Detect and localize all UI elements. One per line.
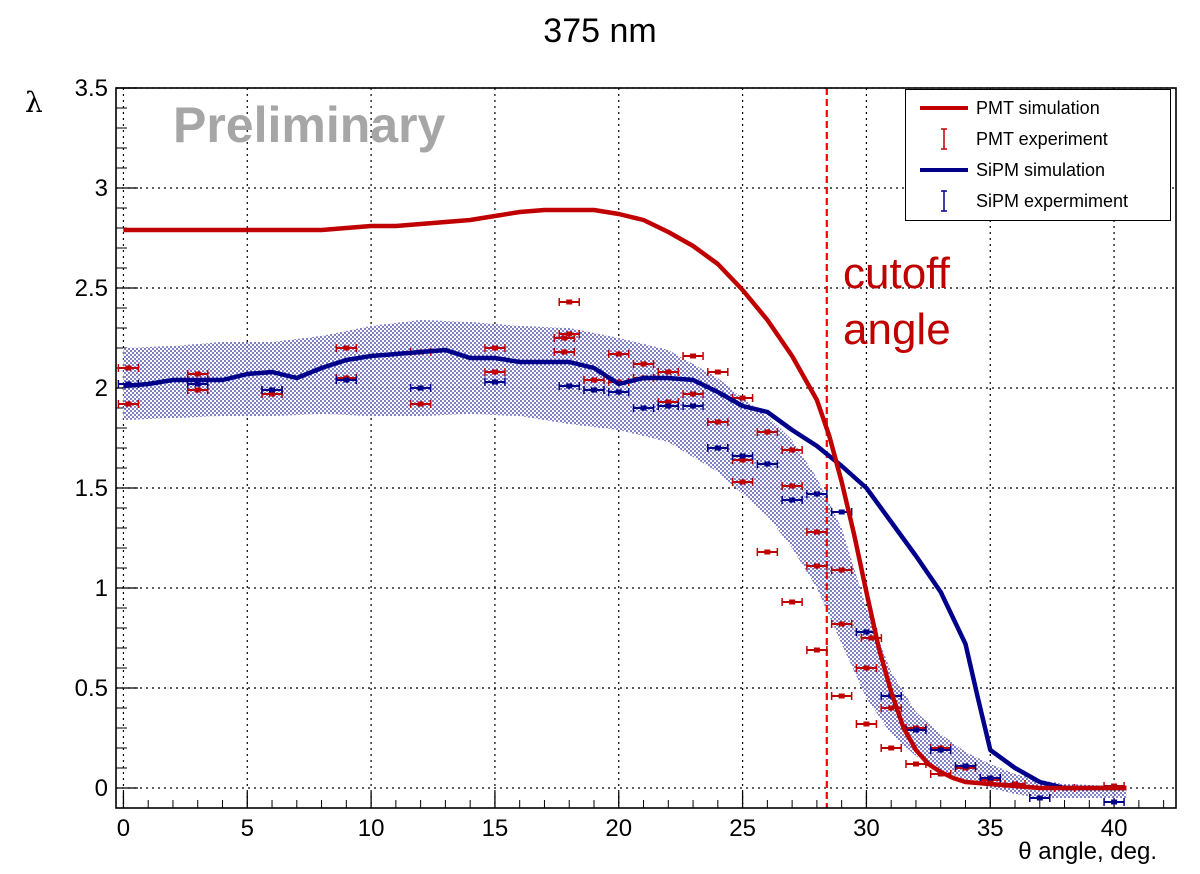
sipm-experiment-point (806, 490, 828, 498)
pmt-simulation-line (123, 207, 1127, 791)
legend-label-sipm-simulation: SiPM simulation (976, 160, 1106, 180)
legend-key-sipm-simulation (920, 168, 968, 172)
pmt-experiment-point (830, 692, 853, 700)
cutoff-angle-annotation: cutoff angle (843, 246, 951, 358)
legend-entry-pmt-simulation: PMT simulation (906, 94, 1170, 122)
cutoff-annotation-line-1: cutoff (843, 249, 950, 298)
cutoff-annotation-line-2: angle (843, 305, 951, 354)
pmt-experiment-point (855, 720, 878, 728)
legend-label-pmt-experiment: PMT experiment (976, 129, 1108, 149)
sipm-experiment-point (657, 402, 680, 410)
sipm-simulation-band (123, 320, 1127, 798)
sipm-experiment-point (682, 402, 704, 410)
chart-title: 375 nm (543, 12, 657, 50)
pmt-experiment-point (335, 344, 358, 352)
pmt-experiment-point (553, 334, 576, 342)
legend-key-pmt-simulation (920, 106, 968, 110)
x-tick-label: 15 (482, 815, 509, 842)
legend-entry-sipm-experiment: SiPM expermiment (906, 187, 1170, 215)
pmt-experiment-point (880, 744, 902, 752)
y-tick-label: 3 (95, 175, 108, 202)
x-tick-label: 20 (605, 815, 632, 842)
pmt-experiment-point (756, 428, 779, 436)
sipm-experiment-point (583, 386, 605, 394)
x-tick-label: 30 (853, 815, 880, 842)
pmt-experiment-point (682, 352, 704, 360)
pmt-experiment-point (830, 566, 853, 574)
pmt-experiment-point (608, 350, 630, 358)
legend-key-sipm-experiment (941, 190, 947, 212)
pmt-experiment-point (756, 548, 779, 556)
y-tick-label: 0.5 (75, 675, 108, 702)
pmt-experiment-point (781, 446, 803, 454)
pmt-experiment-point (583, 376, 605, 384)
sipm-experiment-point (979, 774, 1002, 782)
sipm-experiment-point (756, 460, 779, 468)
legend: PMT simulation PMT experiment SiPM simul… (905, 89, 1171, 221)
pmt-experiment-point (657, 368, 680, 376)
sipm-experiment-point (929, 746, 952, 754)
pmt-experiment-point (806, 528, 828, 536)
pmt-experiment-point (632, 360, 655, 368)
sipm-experiment-point (781, 496, 803, 504)
plot-frame (115, 87, 1177, 809)
sipm-experiment-point (954, 762, 977, 770)
legend-entry-pmt-experiment: PMT experiment (906, 125, 1170, 153)
sipm-experiment-point (409, 384, 432, 392)
pmt-experiment-point (731, 478, 754, 486)
y-tick-label: 2.5 (75, 275, 108, 302)
y-axis-label: λ (25, 86, 43, 119)
pmt-experiment-point (781, 482, 803, 490)
pmt-experiment-point (558, 330, 580, 338)
y-tick-label: 3.5 (75, 75, 108, 102)
x-tick-label: 40 (1101, 815, 1128, 842)
legend-label-sipm-experiment: SiPM expermiment (976, 191, 1129, 211)
x-tick-label: 35 (977, 815, 1004, 842)
pmt-experiment-point (409, 400, 432, 408)
pmt-experiment-point (553, 348, 576, 356)
pmt-experiment-point (117, 364, 140, 372)
x-tick-label: 5 (241, 815, 254, 842)
sipm-experiment-point (484, 378, 506, 386)
sipm-experiment-point (608, 388, 630, 396)
legend-label-pmt-simulation: PMT simulation (976, 98, 1100, 118)
pmt-experiment-point (806, 646, 828, 654)
sipm-experiment-point (1029, 794, 1051, 802)
sipm-experiment-point (1103, 798, 1125, 806)
pmt-experiment-point (682, 390, 704, 398)
pmt-experiment-point (855, 664, 878, 672)
sipm-experiment-point (731, 452, 754, 460)
x-tick-label: 25 (729, 815, 756, 842)
pmt-experiment-point (484, 368, 506, 376)
pmt-experiment-point (781, 598, 803, 606)
pmt-experiment-point (186, 370, 209, 378)
pmt-experiment-point (707, 368, 729, 376)
x-tick-label: 10 (358, 815, 385, 842)
sipm-experiment-point (261, 386, 283, 394)
x-tick-label: 0 (117, 815, 130, 842)
pmt-experiment-point (707, 418, 729, 426)
y-tick-label: 2 (95, 375, 108, 402)
sipm-experiment-point (632, 404, 655, 412)
legend-key-pmt-experiment (941, 128, 947, 150)
legend-entry-sipm-simulation: SiPM simulation (906, 156, 1170, 184)
y-tick-label: 0 (95, 775, 108, 802)
pmt-experiment-point (830, 620, 853, 628)
x-axis-label: θ angle, deg. (1018, 838, 1157, 865)
preliminary-watermark: Preliminary (173, 97, 446, 153)
pmt-experiment-point (484, 344, 506, 352)
y-tick-label: 1 (95, 575, 108, 602)
sipm-experiment-point (707, 444, 729, 452)
y-tick-label: 1.5 (75, 475, 108, 502)
pmt-experiment-point (806, 562, 828, 570)
sipm-experiment-point (335, 376, 358, 384)
sipm-experiment-point (558, 382, 580, 390)
pmt-experiment-point (558, 298, 580, 306)
pmt-experiment-point (117, 400, 140, 408)
sipm-simulation-line (123, 347, 1127, 791)
